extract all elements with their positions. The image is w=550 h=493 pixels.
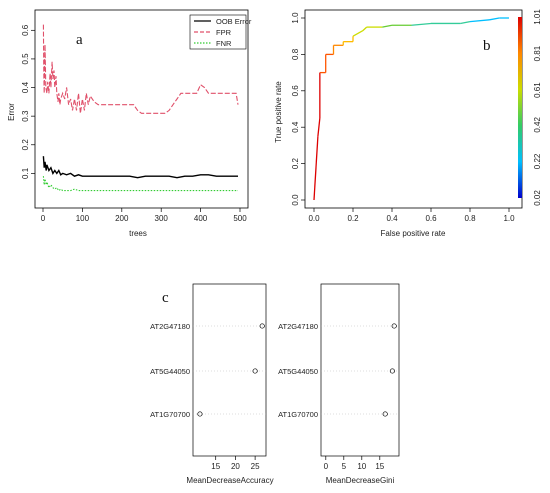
roc-segment bbox=[460, 21, 471, 25]
x-tick-label: 0.8 bbox=[464, 214, 476, 223]
panel-c: c AT2G47180 AT5G44050 AT1G70700 15 20 25 AT2G… bbox=[150, 283, 400, 485]
y-tick-label: 0.3 bbox=[21, 110, 30, 122]
panel-b-x-label: False positive rate bbox=[381, 229, 446, 238]
y-tick-label: 0.1 bbox=[21, 167, 30, 179]
panel-b-y-label: True positive rate bbox=[274, 81, 283, 143]
panel-c2-dotplot: AT2G47180 AT5G44050 AT1G70700 0 5 10 15 bbox=[278, 322, 399, 471]
data-point bbox=[252, 368, 258, 374]
panel-b: 0.0 0.2 0.4 0.6 0.8 1.0 0.0 0.2 0.4 0.6 0.8 1.0 1.… bbox=[274, 9, 542, 238]
y-tick-label: 0.0 bbox=[291, 194, 300, 206]
panel-b-roc-curve bbox=[313, 17, 509, 201]
data-point bbox=[391, 323, 397, 329]
y-tick-label: 0.5 bbox=[21, 53, 30, 65]
panel-c1-frame bbox=[192, 283, 267, 457]
y-tick-label: 0.2 bbox=[21, 139, 30, 151]
colorbar-tick-label: 0.22 bbox=[533, 153, 542, 169]
x-tick-label: 20 bbox=[231, 462, 240, 471]
x-tick-label: 500 bbox=[233, 214, 247, 223]
colorbar-tick-label: 0.02 bbox=[533, 190, 542, 206]
panel-b-y-ticks: 0.0 0.2 0.4 0.6 0.8 1.0 bbox=[291, 12, 305, 206]
panel-b-label: b bbox=[483, 38, 491, 54]
x-tick-label: 0 bbox=[41, 214, 46, 223]
panel-b-colorbar-ticks: 1.01 0.81 0.61 0.42 0.22 0.02 bbox=[533, 9, 542, 206]
x-tick-label: 0.0 bbox=[308, 214, 320, 223]
legend-label-fnr: FNR bbox=[216, 39, 232, 48]
y-tick-label: 0.6 bbox=[291, 85, 300, 97]
legend-box bbox=[189, 14, 247, 50]
panel-a-y-ticks: 0.1 0.2 0.3 0.4 0.5 0.6 bbox=[21, 24, 35, 179]
x-tick-label: 200 bbox=[115, 214, 129, 223]
roc-segment bbox=[317, 118, 321, 137]
data-point bbox=[389, 368, 395, 374]
x-tick-label: 0.2 bbox=[347, 214, 359, 223]
colorbar-tick-label: 1.01 bbox=[533, 9, 542, 25]
roc-segment bbox=[411, 22, 432, 26]
panel-a-frame bbox=[34, 9, 249, 209]
panel-a-x-label: trees bbox=[129, 229, 147, 238]
x-tick-label: 15 bbox=[211, 462, 220, 471]
row-label: AT2G47180 bbox=[278, 322, 318, 331]
panel-c1-dotplot: AT2G47180 AT5G44050 AT1G70700 15 20 25 bbox=[150, 322, 266, 471]
panel-b-x-ticks: 0.0 0.2 0.4 0.6 0.8 1.0 bbox=[308, 208, 515, 223]
data-point bbox=[197, 411, 203, 417]
roc-segment bbox=[362, 26, 368, 32]
x-tick-label: 400 bbox=[194, 214, 208, 223]
roc-segment bbox=[489, 17, 500, 21]
y-tick-label: 0.8 bbox=[291, 48, 300, 60]
series-line-oob-error bbox=[42, 156, 238, 179]
panel-a-y-label: Error bbox=[7, 103, 16, 121]
colorbar bbox=[518, 17, 522, 198]
legend-label-fpr: FPR bbox=[216, 28, 232, 37]
colorbar-tick-label: 0.81 bbox=[533, 45, 542, 61]
panel-c2-x-label: MeanDecreaseGini bbox=[326, 476, 395, 485]
panel-a-series bbox=[42, 24, 239, 192]
row-label: AT5G44050 bbox=[150, 367, 190, 376]
x-tick-label: 0.4 bbox=[386, 214, 398, 223]
series-line-fpr bbox=[42, 24, 239, 114]
panel-c1-x-label: MeanDecreaseAccuracy bbox=[186, 476, 273, 485]
x-tick-label: 10 bbox=[357, 462, 366, 471]
y-tick-label: 0.4 bbox=[21, 81, 30, 93]
y-tick-label: 0.6 bbox=[21, 24, 30, 36]
legend-label-oob: OOB Error bbox=[216, 17, 252, 26]
roc-segment bbox=[313, 136, 319, 201]
y-tick-label: 0.4 bbox=[291, 121, 300, 133]
x-tick-label: 5 bbox=[342, 462, 347, 471]
row-label: AT2G47180 bbox=[150, 322, 190, 331]
row-label: AT5G44050 bbox=[278, 367, 318, 376]
colorbar-tick-label: 0.42 bbox=[533, 117, 542, 133]
series-line-fnr bbox=[42, 176, 238, 192]
roc-segment bbox=[382, 24, 393, 28]
x-tick-label: 25 bbox=[251, 462, 260, 471]
roc-segment bbox=[469, 19, 490, 23]
x-tick-label: 0 bbox=[324, 462, 329, 471]
panel-a-label: a bbox=[76, 32, 83, 48]
x-tick-label: 300 bbox=[155, 214, 169, 223]
panel-a: 0 100 200 300 400 500 0.1 0.2 0.3 0.4 0.5 0.6 a tr… bbox=[7, 9, 252, 238]
data-point bbox=[382, 411, 388, 417]
data-point bbox=[259, 323, 265, 329]
x-tick-label: 0.6 bbox=[425, 214, 437, 223]
panel-c-label: c bbox=[162, 290, 169, 306]
y-tick-label: 0.2 bbox=[291, 157, 300, 169]
roc-segment bbox=[352, 30, 364, 37]
panel-c2-frame bbox=[320, 283, 400, 457]
panel-a-legend: OOB Error FPR FNR bbox=[189, 14, 252, 50]
y-tick-label: 1.0 bbox=[291, 12, 300, 24]
x-tick-label: 15 bbox=[375, 462, 384, 471]
x-tick-label: 1.0 bbox=[503, 214, 515, 223]
row-label: AT1G70700 bbox=[278, 410, 318, 419]
panel-a-x-ticks: 0 100 200 300 400 500 bbox=[41, 208, 247, 223]
colorbar-tick-label: 0.61 bbox=[533, 82, 542, 98]
x-tick-label: 100 bbox=[76, 214, 90, 223]
row-label: AT1G70700 bbox=[150, 410, 190, 419]
